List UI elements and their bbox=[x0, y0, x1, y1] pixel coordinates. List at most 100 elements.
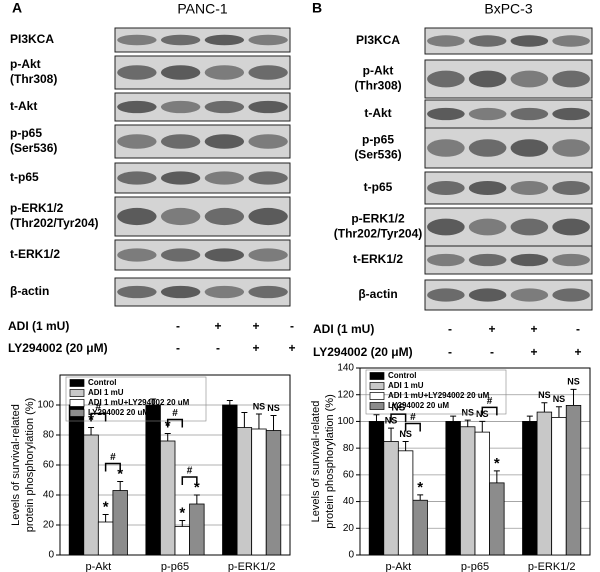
blot-band bbox=[248, 248, 288, 262]
blot-band bbox=[117, 171, 157, 185]
x-tick-label: p-p65 bbox=[461, 561, 489, 572]
blot-band bbox=[427, 288, 465, 302]
bar bbox=[460, 426, 476, 556]
y-tick-label: 20 bbox=[43, 520, 55, 531]
error-bar bbox=[417, 494, 424, 501]
bracket-label: # bbox=[110, 452, 116, 463]
blot-band bbox=[468, 218, 507, 236]
blot-band bbox=[510, 35, 549, 47]
blot-band bbox=[468, 107, 507, 121]
blot-label: (Thr202/Tyr204) bbox=[10, 216, 98, 230]
treatment-sign: - bbox=[448, 322, 452, 336]
bar bbox=[145, 404, 161, 556]
blot-band bbox=[160, 100, 201, 114]
treatment-sign: - bbox=[176, 319, 180, 333]
blot-band bbox=[117, 65, 157, 80]
blot-band bbox=[552, 218, 590, 236]
treatment-sign: - bbox=[576, 322, 580, 336]
bar bbox=[383, 441, 399, 556]
blot-band bbox=[160, 65, 201, 80]
bar bbox=[565, 404, 582, 556]
bracket bbox=[404, 422, 421, 432]
blot-label: (Ser536) bbox=[354, 148, 401, 162]
blot-band bbox=[248, 171, 288, 185]
blot-band bbox=[510, 139, 549, 157]
treatment-label: LY294002 (20 μM) bbox=[313, 345, 413, 359]
bar bbox=[474, 431, 490, 556]
x-tick-label: p-p65 bbox=[161, 561, 189, 572]
treatment-sign: + bbox=[530, 322, 537, 336]
legend-label: LY294002 20 uM bbox=[388, 401, 449, 410]
bar bbox=[236, 427, 253, 556]
annotation: NS bbox=[253, 401, 266, 411]
blot-band bbox=[468, 35, 507, 47]
error-bar bbox=[164, 433, 171, 441]
annotation: NS bbox=[553, 394, 566, 404]
blot-band bbox=[510, 70, 549, 88]
y-axis-label: protein phosphorylation (%) bbox=[24, 398, 36, 533]
legend-label: ADI 1 mU+LY294002 20 uM bbox=[388, 391, 490, 400]
treatment-sign: - bbox=[490, 345, 494, 359]
bar bbox=[222, 404, 238, 556]
blot-label: t-ERK1/2 bbox=[353, 252, 403, 266]
error-bar bbox=[241, 412, 248, 428]
blot-band bbox=[248, 34, 288, 46]
legend-label: ADI 1 mU bbox=[88, 388, 124, 397]
blot-band bbox=[552, 288, 590, 302]
blot-label: (Ser536) bbox=[10, 141, 57, 155]
bar bbox=[445, 421, 461, 556]
legend-swatch bbox=[69, 409, 85, 417]
blot-band bbox=[204, 34, 245, 46]
y-axis-label: Levels of survival-related bbox=[310, 401, 322, 523]
bracket-label: # bbox=[487, 396, 493, 407]
blot-label: t-Akt bbox=[10, 99, 37, 113]
blot-band bbox=[468, 70, 507, 88]
error-bar bbox=[541, 402, 548, 413]
error-bar bbox=[464, 419, 471, 427]
y-tick-label: 100 bbox=[37, 400, 54, 411]
blot-band bbox=[204, 100, 245, 114]
treatment-label: LY294002 (20 μM) bbox=[8, 341, 108, 355]
bar bbox=[112, 490, 128, 556]
legend-swatch bbox=[369, 402, 385, 410]
error-bar bbox=[388, 427, 395, 442]
treatment-sign: - bbox=[448, 345, 452, 359]
blot-label: p-p65 bbox=[362, 133, 394, 147]
bracket-label: NS bbox=[391, 403, 405, 414]
blot-band bbox=[248, 285, 288, 299]
treatment-sign: + bbox=[252, 341, 259, 355]
blot-band bbox=[160, 207, 201, 226]
blot-band bbox=[160, 248, 201, 262]
blot-band bbox=[510, 288, 549, 302]
error-bar bbox=[255, 413, 262, 429]
legend-label: ADI 1 mU+LY294002 20 uM bbox=[88, 398, 190, 407]
annotation: * bbox=[494, 455, 500, 472]
bar bbox=[536, 411, 553, 556]
blot-label: p-Akt bbox=[10, 57, 41, 71]
bracket-label: # bbox=[187, 466, 193, 477]
error-bar bbox=[193, 494, 200, 504]
bar bbox=[412, 499, 428, 556]
blot-band bbox=[160, 34, 201, 46]
bar bbox=[522, 421, 538, 556]
blot-band bbox=[552, 35, 590, 47]
bracket bbox=[181, 476, 198, 485]
error-bar bbox=[526, 415, 533, 422]
blot-band bbox=[510, 253, 549, 267]
bar bbox=[160, 440, 176, 556]
bracket-label: # bbox=[172, 408, 178, 419]
blot-band bbox=[117, 285, 157, 299]
x-tick-label: p-ERK1/2 bbox=[528, 561, 576, 572]
bracket bbox=[390, 413, 407, 423]
treatment-sign: + bbox=[288, 341, 295, 355]
bar bbox=[489, 482, 505, 556]
bar bbox=[83, 434, 99, 556]
blot-band bbox=[248, 207, 288, 226]
y-tick-label: 40 bbox=[343, 496, 355, 507]
blot-band bbox=[468, 253, 507, 267]
bar bbox=[97, 521, 114, 556]
legend-label: LY294002 20 uM bbox=[88, 408, 149, 417]
blot-label: (Thr308) bbox=[354, 79, 401, 93]
blot-band bbox=[248, 100, 288, 114]
blot-band bbox=[117, 248, 157, 262]
